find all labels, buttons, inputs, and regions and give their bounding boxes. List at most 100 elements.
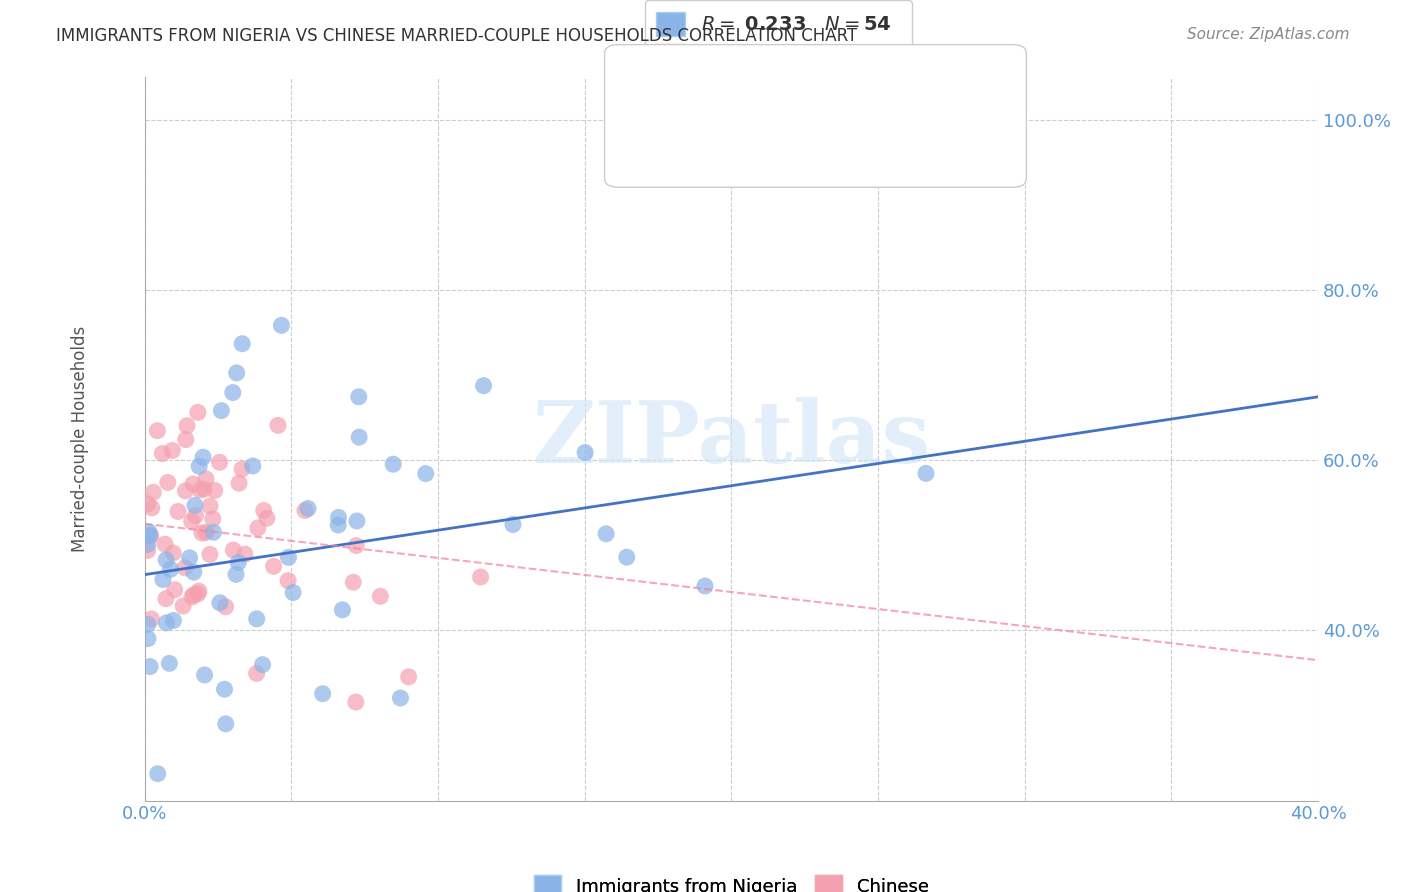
Point [215, 716, 238, 731]
Point [187, 584, 209, 599]
Point [180, 514, 202, 528]
Point [136, 537, 159, 551]
Text: Source: ZipAtlas.com: Source: ZipAtlas.com [1187, 27, 1350, 42]
Point [156, 475, 179, 490]
Point [208, 455, 231, 469]
Point [141, 500, 163, 515]
Point [242, 458, 264, 473]
Point [184, 508, 207, 523]
Point [187, 405, 209, 419]
Point [389, 691, 412, 706]
Point [188, 483, 211, 497]
Point [163, 582, 186, 597]
Point [155, 553, 177, 567]
Point [344, 695, 367, 709]
Point [470, 570, 492, 584]
Point [231, 462, 253, 476]
Point [157, 657, 180, 671]
Point [370, 590, 392, 604]
Point [347, 390, 370, 404]
Point [193, 668, 215, 682]
Point [142, 485, 165, 500]
Point [146, 424, 169, 438]
Point [226, 556, 249, 570]
Point [256, 511, 278, 525]
Point [225, 567, 247, 582]
Point [595, 526, 617, 541]
Point [173, 561, 195, 575]
Point [398, 670, 420, 684]
Point [246, 612, 269, 626]
Point [382, 457, 405, 471]
Point [557, 811, 579, 825]
Text: ZIPatlas: ZIPatlas [533, 397, 931, 481]
Point [346, 514, 368, 528]
Point [311, 687, 333, 701]
Point [181, 477, 204, 491]
Point [162, 614, 184, 628]
Point [332, 603, 354, 617]
Point [139, 659, 162, 673]
Point [136, 497, 159, 511]
Point [209, 403, 232, 417]
Point [150, 446, 173, 460]
Point [174, 483, 197, 498]
Point [155, 591, 177, 606]
Point [183, 565, 205, 579]
Point [415, 467, 437, 481]
Point [184, 499, 207, 513]
Point [297, 501, 319, 516]
Point [195, 472, 218, 486]
Point [183, 588, 205, 602]
Point [294, 503, 316, 517]
Point [277, 550, 299, 565]
Point [141, 612, 163, 626]
Point [136, 617, 159, 632]
Point [347, 430, 370, 444]
Point [246, 521, 269, 535]
Point [136, 543, 159, 558]
Point [191, 526, 214, 541]
Point [214, 599, 236, 614]
Point [188, 459, 211, 474]
Point [162, 443, 184, 458]
Point [915, 467, 938, 481]
Point [174, 433, 197, 447]
Point [201, 512, 224, 526]
Y-axis label: Married-couple Households: Married-couple Households [72, 326, 89, 552]
Point [281, 585, 304, 599]
Point [202, 525, 225, 540]
Point [179, 550, 201, 565]
Point [208, 596, 231, 610]
Point [138, 524, 160, 539]
Text: IMMIGRANTS FROM NIGERIA VS CHINESE MARRIED-COUPLE HOUSEHOLDS CORRELATION CHART: IMMIGRANTS FROM NIGERIA VS CHINESE MARRI… [56, 27, 858, 45]
Point [167, 504, 190, 518]
Point [246, 666, 269, 681]
Point [181, 590, 204, 604]
Point [136, 632, 159, 646]
Point [225, 366, 247, 380]
Point [344, 539, 367, 553]
Point [162, 546, 184, 560]
Point [155, 615, 177, 630]
Point [328, 518, 350, 533]
Point [139, 528, 162, 542]
Point [502, 517, 524, 532]
Point [253, 503, 276, 517]
Point [172, 599, 194, 613]
Point [231, 336, 253, 351]
Point [146, 766, 169, 780]
Point [233, 547, 256, 561]
Point [693, 579, 716, 593]
Point [159, 562, 181, 576]
Point [204, 483, 226, 498]
Point [222, 385, 245, 400]
Point [153, 537, 176, 551]
Point [252, 657, 274, 672]
Point [187, 587, 209, 601]
Point [616, 550, 638, 565]
Point [194, 525, 217, 540]
Legend: Immigrants from Nigeria, Chinese: Immigrants from Nigeria, Chinese [527, 868, 936, 892]
Point [270, 318, 292, 333]
Point [176, 418, 198, 433]
